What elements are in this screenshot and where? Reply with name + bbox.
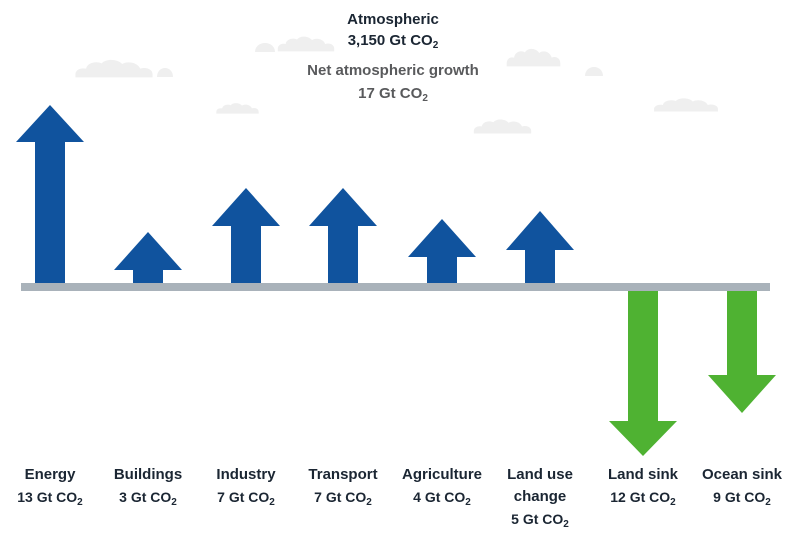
label-land-use-value: 5 Gt CO2	[485, 508, 595, 536]
label-agriculture-value-sub: 2	[465, 497, 471, 508]
atmospheric-value: 3,150 Gt CO2	[193, 32, 593, 55]
cloud-puff-icon	[255, 43, 275, 52]
label-energy: Energy 13 Gt CO2	[0, 464, 105, 514]
cloud-icon	[652, 97, 720, 112]
label-ocean-sink-value-text: 9 Gt CO	[713, 489, 766, 505]
label-land-use-name-line1: Land use	[507, 466, 573, 483]
label-industry-name: Industry	[216, 466, 276, 483]
cloud-puff-icon	[585, 67, 603, 76]
cloud-icon	[276, 35, 336, 52]
label-industry-value: 7 Gt CO2	[191, 486, 301, 514]
net-growth-value: 17 Gt CO2	[193, 85, 593, 108]
cloud-icon	[505, 47, 562, 67]
label-buildings-name: Buildings	[113, 466, 183, 483]
net-growth-label: Net atmospheric growth	[307, 62, 479, 79]
label-ocean-sink-name: Ocean sink	[701, 466, 783, 483]
label-transport-value: 7 Gt CO2	[288, 486, 398, 514]
net-growth-value-text: 17 Gt CO	[358, 85, 423, 102]
label-buildings-value-sub: 2	[171, 497, 177, 508]
label-transport-value-sub: 2	[366, 497, 372, 508]
label-buildings-value: 3 Gt CO2	[93, 486, 203, 514]
label-ocean-sink: Ocean sink 9 Gt CO2	[687, 464, 797, 514]
cloud-icon	[73, 58, 155, 78]
label-buildings-value-text: 3 Gt CO	[119, 489, 172, 505]
label-agriculture-name: Agriculture	[401, 466, 482, 483]
label-land-sink-name: Land sink	[607, 466, 678, 483]
cloud-puff-icon	[157, 68, 173, 77]
label-land-sink: Land sink 12 Gt CO2	[588, 464, 698, 514]
label-land-use-value-sub: 2	[563, 519, 569, 530]
label-industry-value-text: 7 Gt CO	[217, 489, 270, 505]
atmospheric-value-sub: 2	[432, 40, 439, 51]
atmospheric-value-text: 3,150 Gt CO	[347, 32, 433, 49]
label-ocean-sink-value-sub: 2	[765, 497, 771, 508]
cloud-icon	[215, 102, 260, 114]
label-energy-value: 13 Gt CO2	[0, 486, 105, 514]
net-growth-value-sub: 2	[422, 93, 428, 104]
label-land-use-value-text: 5 Gt CO	[511, 511, 564, 527]
ground-line	[21, 283, 770, 291]
label-transport-value-text: 7 Gt CO	[314, 489, 367, 505]
label-transport-name: Transport	[308, 466, 378, 483]
label-agriculture-value: 4 Gt CO2	[387, 486, 497, 514]
label-land-sink-value-sub: 2	[670, 497, 676, 508]
label-transport: Transport 7 Gt CO2	[288, 464, 398, 514]
label-energy-name: Energy	[24, 466, 76, 483]
label-buildings: Buildings 3 Gt CO2	[93, 464, 203, 514]
label-land-sink-value-text: 12 Gt CO	[610, 489, 671, 505]
label-land-use-change: Land use change 5 Gt CO2	[485, 464, 595, 536]
atmospheric-label: Atmospheric	[347, 11, 439, 28]
label-ocean-sink-value: 9 Gt CO2	[687, 486, 797, 514]
label-agriculture: Agriculture 4 Gt CO2	[387, 464, 497, 514]
label-agriculture-value-text: 4 Gt CO	[413, 489, 466, 505]
label-energy-value-text: 13 Gt CO	[17, 489, 78, 505]
label-land-use-name-line2: change	[513, 488, 567, 505]
cloud-icon	[472, 118, 533, 134]
label-energy-value-sub: 2	[77, 497, 83, 508]
label-industry: Industry 7 Gt CO2	[191, 464, 301, 514]
label-land-sink-value: 12 Gt CO2	[588, 486, 698, 514]
label-industry-value-sub: 2	[269, 497, 275, 508]
